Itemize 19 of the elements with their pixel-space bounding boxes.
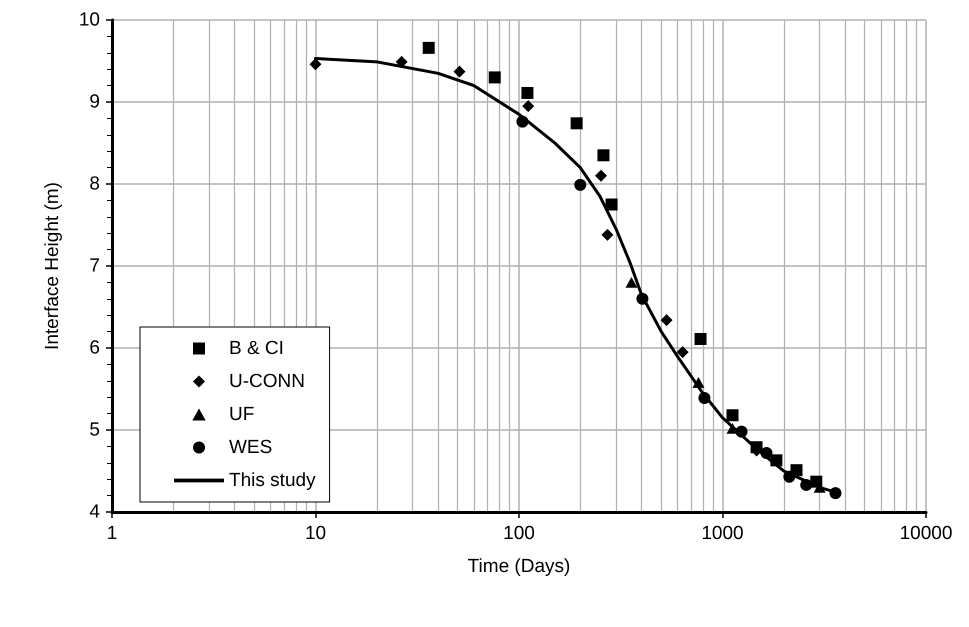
legend-label: B & CI xyxy=(229,338,284,359)
y-tick-label: 4 xyxy=(89,502,100,522)
legend-label: U-CONN xyxy=(229,371,305,392)
legend-label: WES xyxy=(229,437,272,458)
x-tick-label: 100 xyxy=(503,523,535,544)
y-tick-label: 5 xyxy=(89,420,100,440)
y-tick-label: 9 xyxy=(89,92,100,112)
x-axis-title: Time (Days) xyxy=(468,556,570,577)
y-tick-label: 10 xyxy=(78,10,100,30)
legend-label: UF xyxy=(229,404,254,425)
x-tick-label: 1000 xyxy=(701,523,744,544)
x-tick-label: 1 xyxy=(106,523,118,544)
y-tick-label: 6 xyxy=(89,338,100,358)
y-tick-label: 7 xyxy=(89,256,100,276)
y-axis-title: Interface Height (m) xyxy=(42,182,63,350)
legend-label: This study xyxy=(229,470,316,491)
y-tick-label: 8 xyxy=(89,174,100,194)
x-tick-label: 10 xyxy=(304,523,326,544)
x-tick-label: 10000 xyxy=(900,523,952,544)
